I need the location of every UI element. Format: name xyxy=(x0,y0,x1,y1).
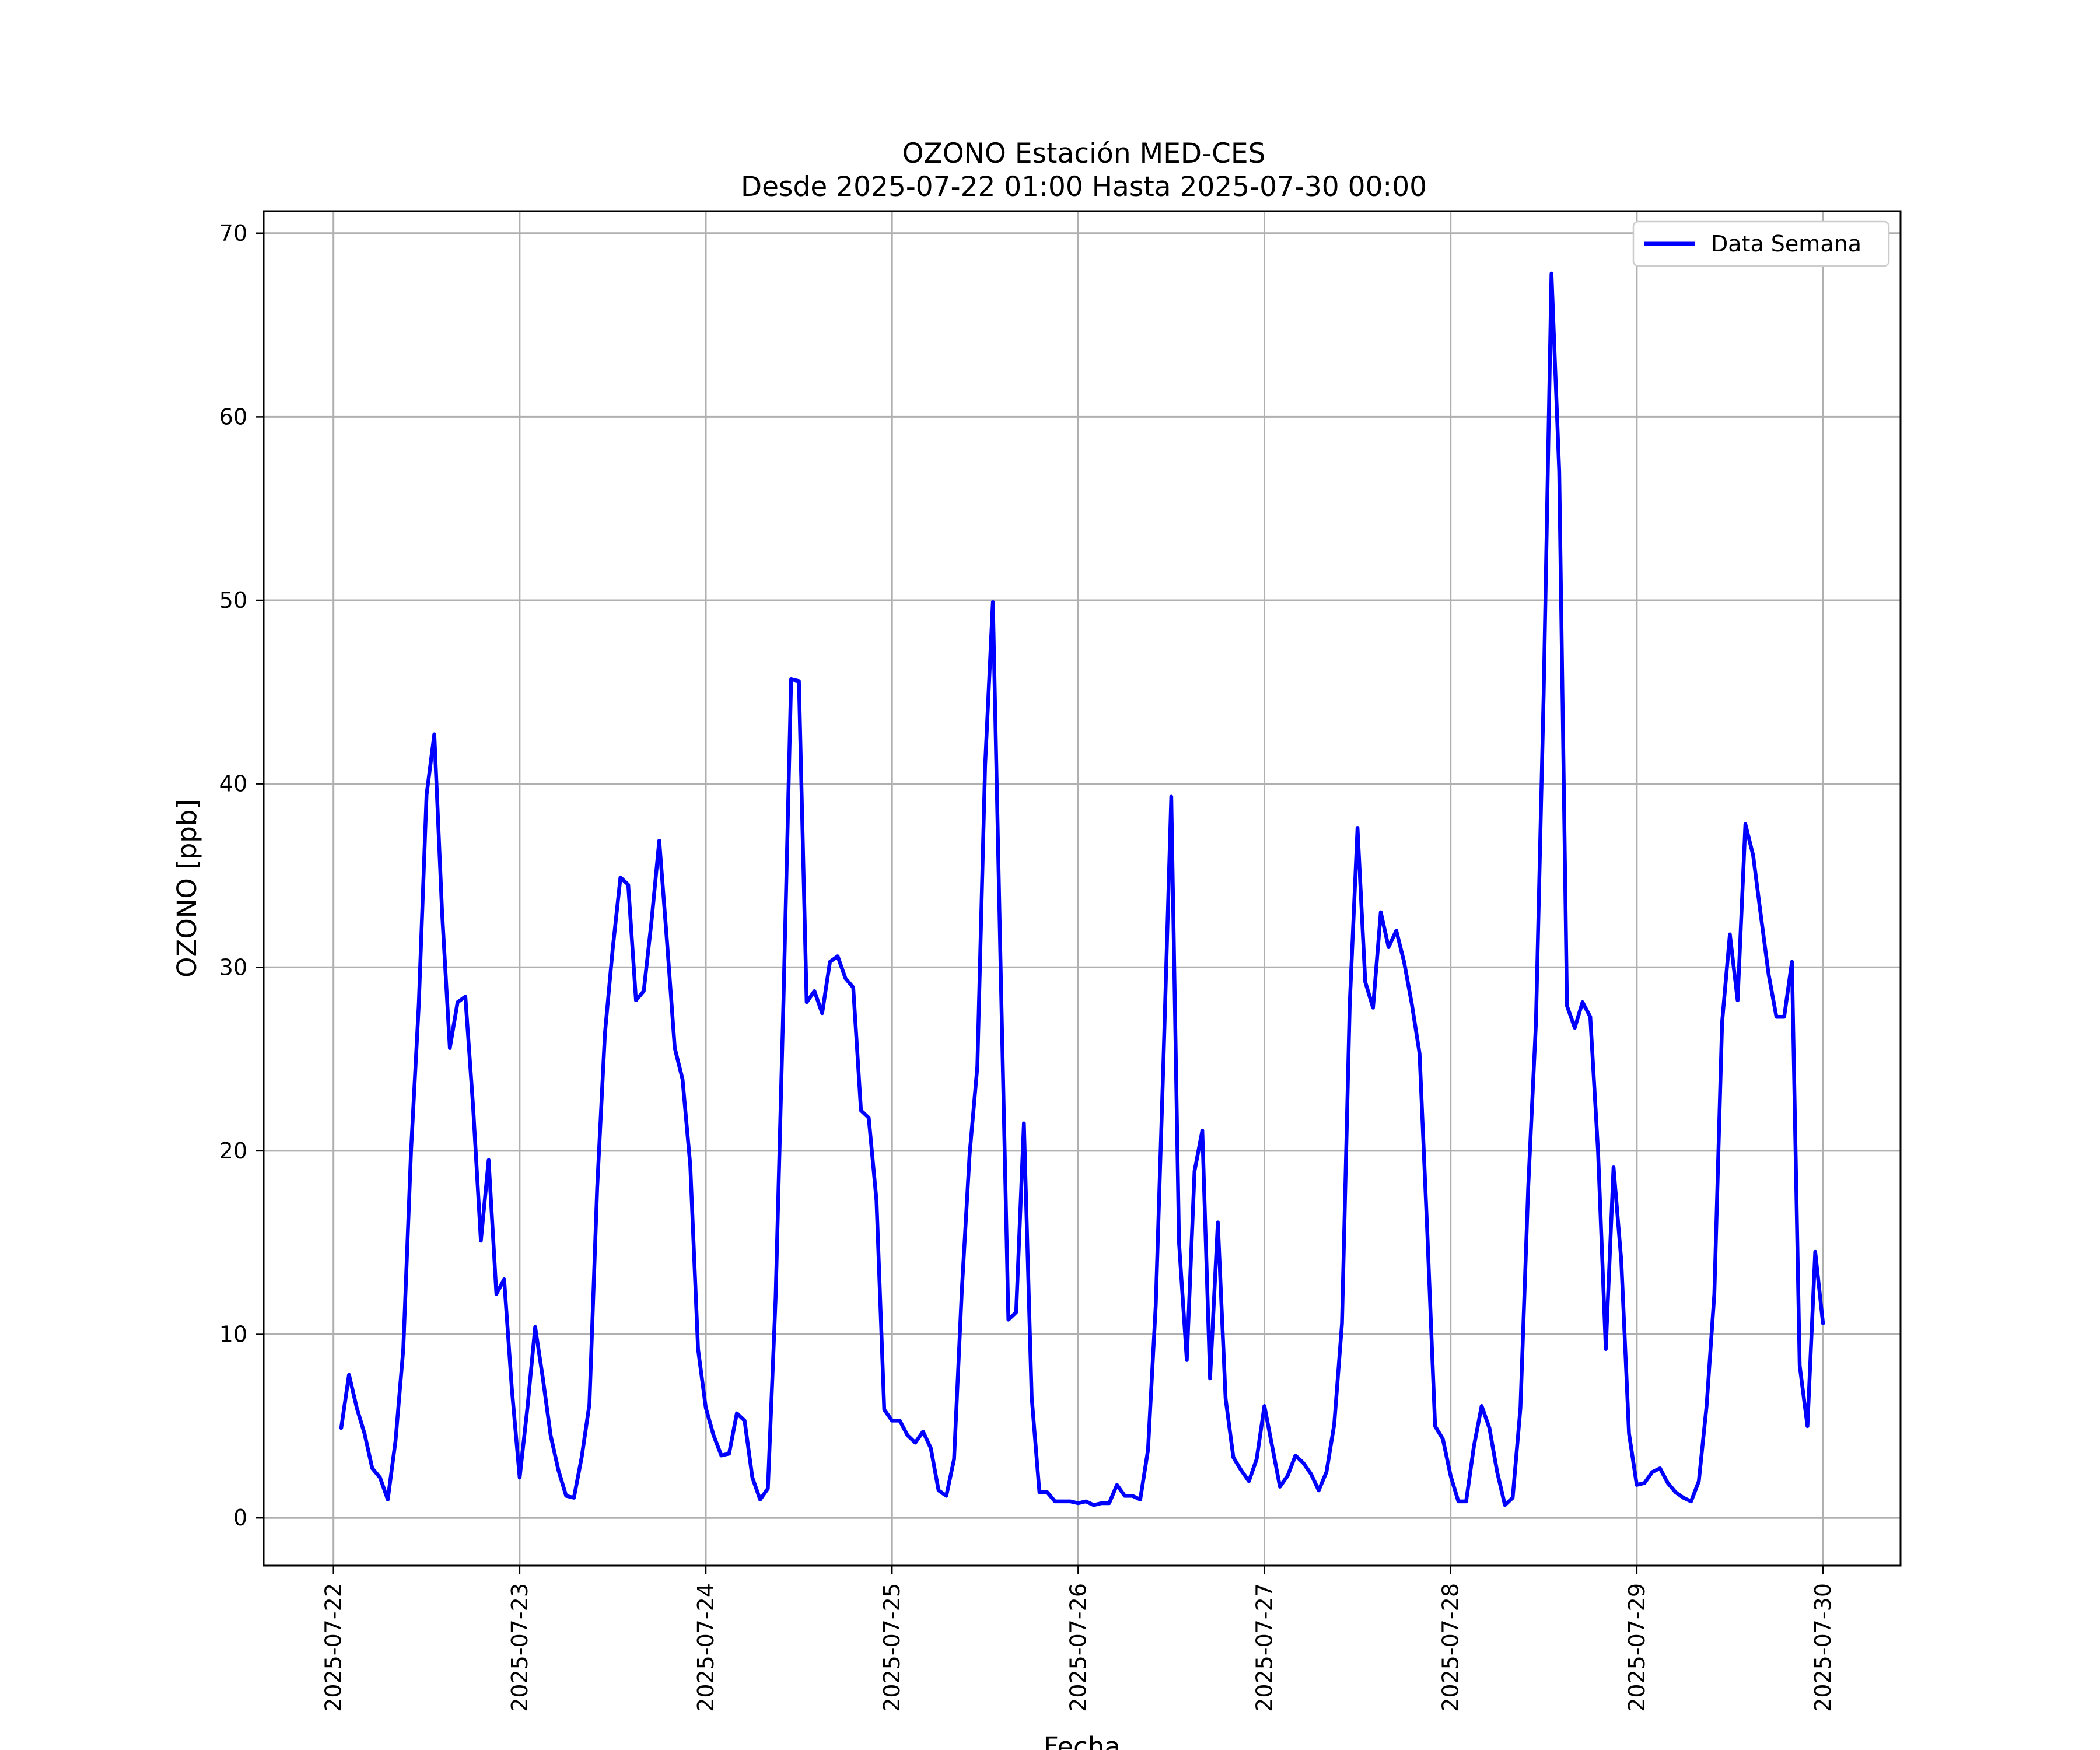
x-tick-label: 2025-07-29 xyxy=(1624,1583,1650,1712)
y-axis-ticks: 0 10 20 30 40 50 60 70 xyxy=(219,220,264,1531)
legend-label: Data Semana xyxy=(1711,231,1861,257)
x-tick-label: 2025-07-30 xyxy=(1810,1583,1836,1712)
x-tick-label: 2025-07-23 xyxy=(507,1583,533,1712)
x-tick-label: 2025-07-27 xyxy=(1252,1583,1278,1712)
x-tick-label: 2025-07-22 xyxy=(321,1583,346,1712)
chart-subtitle: Desde 2025-07-22 01:00 Hasta 2025-07-30 … xyxy=(741,171,1427,203)
x-axis-label: Fecha xyxy=(1044,1731,1121,1750)
chart-title: OZONO Estación MED-CES xyxy=(902,138,1266,170)
x-tick-label: 2025-07-25 xyxy=(879,1583,905,1712)
legend-box xyxy=(1632,220,1890,267)
y-tick-label: 50 xyxy=(219,587,247,613)
legend: Data Semana xyxy=(1632,220,1890,267)
y-tick-label: 60 xyxy=(219,404,247,429)
y-tick-label: 40 xyxy=(219,771,247,797)
y-tick-label: 30 xyxy=(219,954,247,980)
y-tick-label: 70 xyxy=(219,220,247,246)
x-tick-label: 2025-07-28 xyxy=(1438,1583,1464,1712)
y-axis-label: OZONO [ppb] xyxy=(172,799,202,978)
x-tick-label: 2025-07-24 xyxy=(693,1583,719,1712)
y-tick-label: 20 xyxy=(219,1138,247,1164)
plot-frame xyxy=(262,210,1902,1567)
y-tick-label: 0 xyxy=(233,1505,247,1531)
series-line-0 xyxy=(339,271,1825,1507)
series-layer xyxy=(339,271,1825,1507)
x-tick-label: 2025-07-26 xyxy=(1065,1583,1091,1712)
x-axis-ticks: 2025-07-22 2025-07-23 2025-07-24 2025-07-25… xyxy=(321,1566,1836,1712)
y-tick-label: 10 xyxy=(219,1322,247,1348)
